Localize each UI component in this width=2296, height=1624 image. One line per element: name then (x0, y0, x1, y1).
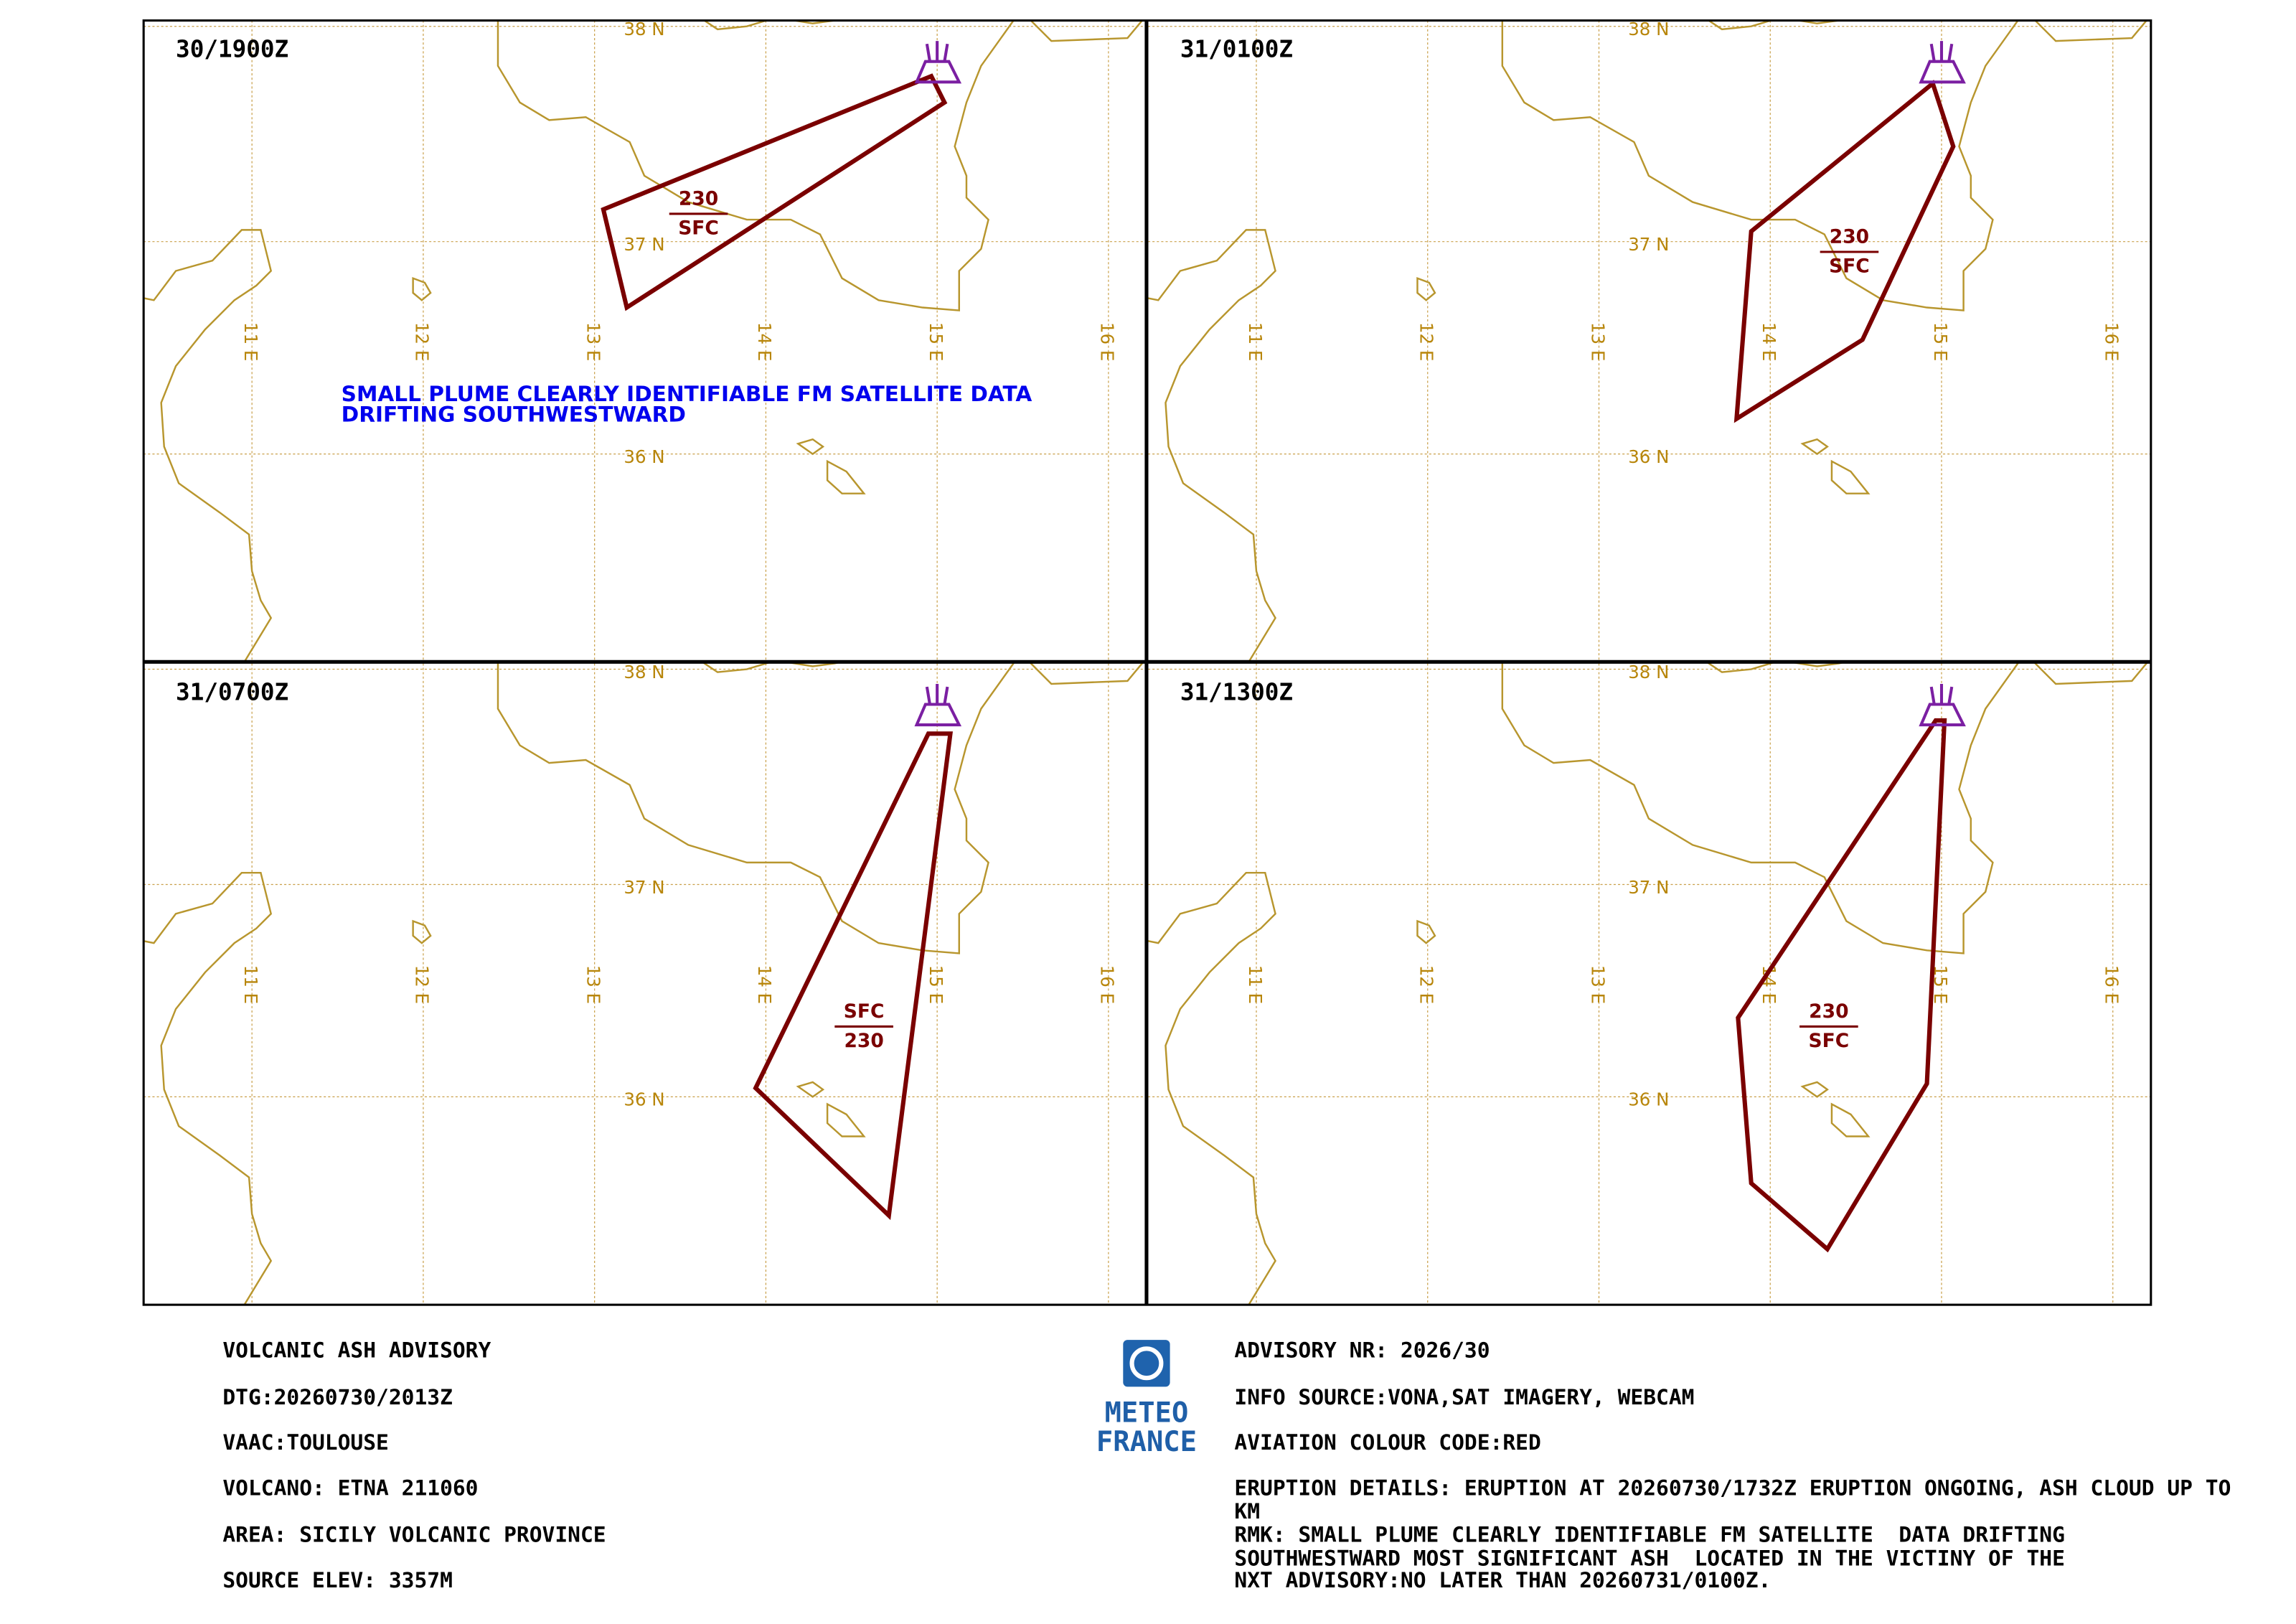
lat-label: 37 N (624, 877, 664, 898)
lon-label: 12 E (1416, 322, 1437, 361)
valid-time: 31/0100Z (1180, 36, 1293, 63)
advisory-field: ADVISORY NR: 2026/30 (1234, 1338, 1490, 1363)
map-panel: 11 E 12 E 13 E 14 E 15 E 16 E 38 N 37 N 36 N 230 S… (1147, 19, 2151, 662)
advisory-field: KM (1234, 1499, 1260, 1524)
coastline (1147, 663, 2151, 1305)
lon-label: 11 E (240, 322, 261, 361)
ash-plume (601, 73, 948, 311)
lon-label: 16 E (1097, 965, 1118, 1004)
advisory-field: RMK: SMALL PLUME CLEARLY IDENTIFIABLE FM… (1234, 1523, 2065, 1547)
lat-label: 38 N (624, 19, 664, 39)
volcano-symbol (1919, 41, 1966, 84)
lon-label: 14 E (1759, 322, 1779, 361)
volcano-icon (1919, 41, 1966, 84)
valid-time: 31/1300Z (1180, 678, 1293, 705)
advisory-field: VOLCANIC ASH ADVISORY (222, 1338, 491, 1363)
volcano-icon (914, 41, 962, 84)
advisory-field: ERUPTION DETAILS: ERUPTION AT 20260730/1… (1234, 1475, 2231, 1500)
volcano-symbol (914, 41, 962, 84)
lon-label: 15 E (926, 322, 946, 361)
coastline (144, 20, 1147, 662)
lon-label: 11 E (1245, 965, 1266, 1004)
advisory-field: INFO SOURCE:VONA,SAT IMAGERY, WEBCAM (1234, 1385, 1694, 1409)
volcano-symbol (1919, 683, 1966, 727)
logo-text: METEO (1105, 1397, 1189, 1429)
ash-plume (753, 731, 953, 1221)
lon-label: 12 E (412, 965, 433, 1004)
advisory-field: NXT ADVISORY:NO LATER THAN 20260731/0100… (1234, 1568, 1771, 1592)
plume-base-label: SFC (1809, 1030, 1850, 1052)
lat-label: 36 N (1628, 446, 1669, 467)
lat-label: 38 N (1628, 662, 1669, 682)
advisory-field: AREA: SICILY VOLCANIC PROVINCE (222, 1523, 606, 1547)
plume-base-label: SFC (678, 217, 719, 239)
ash-plume (1733, 80, 1956, 423)
valid-time: 31/0700Z (176, 678, 288, 705)
lon-label: 16 E (2102, 965, 2122, 1004)
lat-label: 36 N (624, 1089, 664, 1110)
lat-label: 38 N (624, 662, 664, 682)
lon-label: 15 E (926, 965, 946, 1004)
lon-label: 13 E (583, 965, 603, 1004)
logo-ring (1129, 1346, 1164, 1381)
lon-label: 13 E (1587, 322, 1608, 361)
advisory-field: SOURCE ELEV: 3357M (222, 1568, 453, 1592)
advisory-field: AVIATION COLOUR CODE:RED (1234, 1430, 1540, 1455)
lat-label: 36 N (1628, 1089, 1669, 1110)
coastline (144, 663, 1147, 1305)
ash-plume (1736, 718, 1947, 1253)
lat-label: 37 N (624, 234, 664, 255)
volcano-symbol (914, 683, 962, 727)
lon-label: 16 E (1097, 322, 1118, 361)
lon-label: 14 E (754, 965, 775, 1004)
lat-label: 36 N (624, 446, 664, 467)
logo-text: FRANCE (1096, 1426, 1197, 1458)
lon-label: 14 E (754, 322, 775, 361)
plume-top-label: 230 (1830, 226, 1869, 248)
remark: SMALL PLUME CLEARLY IDENTIFIABLE FM SATE… (342, 382, 1032, 406)
volcano-icon (914, 683, 962, 727)
lon-label: 13 E (1587, 965, 1608, 1004)
lon-label: 15 E (1930, 322, 1951, 361)
plume-top-label: 230 (679, 188, 718, 210)
lon-label: 16 E (2102, 322, 2122, 361)
lon-label: 11 E (240, 965, 261, 1004)
lon-label: 12 E (412, 322, 433, 361)
lon-label: 12 E (1416, 965, 1437, 1004)
valid-time: 30/1900Z (176, 36, 288, 63)
lat-label: 38 N (1628, 19, 1669, 39)
advisory-field: DTG:20260730/2013Z (222, 1385, 453, 1409)
volcano-icon (1919, 683, 1966, 727)
plume-top-label: 230 (1809, 1000, 1848, 1023)
lat-label: 37 N (1628, 877, 1669, 898)
plume-base-label: 230 (844, 1030, 883, 1052)
plume-top-label: SFC (844, 1000, 885, 1023)
remark: DRIFTING SOUTHWESTWARD (342, 403, 686, 427)
advisory-field: SOUTHWESTWARD MOST SIGNIFICANT ASH LOCAT… (1234, 1546, 2065, 1570)
advisory-field: VOLCANO: ETNA 211060 (222, 1475, 478, 1500)
lon-label: 11 E (1245, 322, 1266, 361)
map-panel: 11 E 12 E 13 E 14 E 15 E 16 E 38 N 37 N 36 N SFC 2… (144, 662, 1147, 1305)
lat-label: 37 N (1628, 234, 1669, 255)
map-panel: 11 E 12 E 13 E 14 E 15 E 16 E 38 N 37 N 36 N 230 S… (144, 19, 1147, 662)
coastline (1147, 20, 2151, 662)
lon-label: 13 E (583, 322, 603, 361)
plume-base-label: SFC (1829, 255, 1870, 278)
advisory-field: VAAC:TOULOUSE (222, 1430, 389, 1455)
map-panel: 11 E 12 E 13 E 14 E 15 E 16 E38 N37 N36 N230S… (1147, 662, 2151, 1305)
